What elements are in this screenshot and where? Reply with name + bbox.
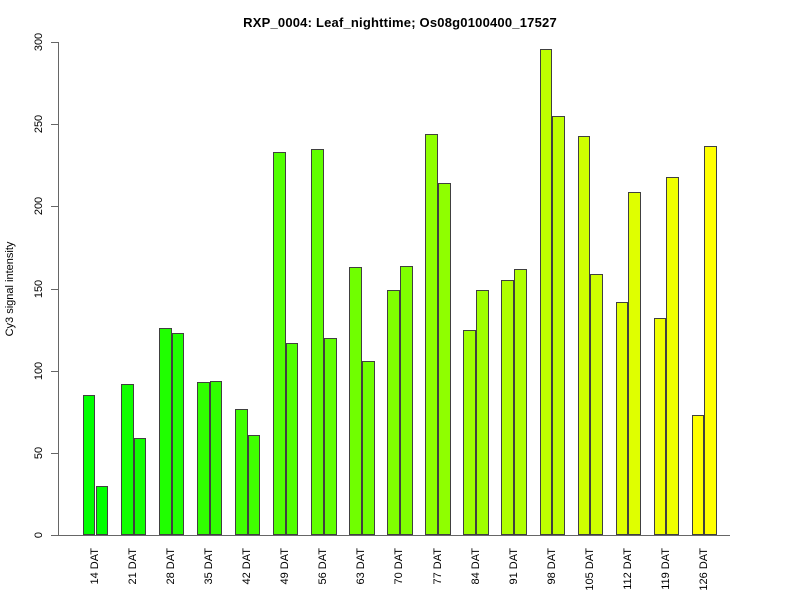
x-tick-label: 91 DAT — [507, 548, 520, 585]
y-axis-label: Cy3 signal intensity — [4, 241, 16, 336]
x-tick-label: 35 DAT — [203, 548, 216, 585]
x-tick-label: 77 DAT — [431, 548, 444, 585]
y-tick — [51, 288, 58, 290]
bar — [577, 135, 591, 535]
bar — [323, 337, 337, 535]
x-tick-label: 84 DAT — [469, 548, 482, 585]
bar — [628, 191, 642, 535]
x-tick-label: 21 DAT — [127, 548, 140, 585]
bar — [590, 273, 603, 535]
bar — [387, 290, 400, 535]
y-tick-label: 0 — [33, 531, 45, 539]
x-tick-label: 119 DAT — [659, 548, 672, 590]
bar — [158, 328, 172, 535]
x-tick-label: 14 DAT — [89, 548, 101, 585]
y-tick — [51, 124, 58, 126]
bar — [120, 383, 134, 535]
bar — [235, 408, 248, 535]
y-tick-label: 300 — [33, 33, 45, 52]
bar — [463, 329, 477, 535]
bar — [615, 301, 629, 535]
bar — [171, 332, 185, 535]
chart-title: RXP_0004: Leaf_nighttime; Os08g0100400_1… — [243, 15, 557, 30]
bar — [361, 360, 375, 535]
x-tick-label: 70 DAT — [393, 548, 406, 585]
x-tick-label: 112 DAT — [621, 548, 634, 590]
bar — [691, 415, 705, 535]
x-tick-label: 56 DAT — [317, 548, 330, 585]
bar — [196, 382, 210, 535]
x-tick-label: 98 DAT — [545, 548, 558, 585]
bar — [311, 148, 324, 535]
x-tick-label: 42 DAT — [241, 548, 254, 585]
y-tick-label: 250 — [33, 115, 45, 134]
y-tick — [51, 452, 58, 454]
bar — [552, 116, 565, 535]
bar — [501, 280, 515, 535]
bar — [209, 380, 223, 535]
y-tick-label: 50 — [33, 446, 45, 459]
bar — [425, 134, 439, 535]
bar — [349, 267, 362, 535]
y-tick-label: 200 — [33, 197, 45, 216]
bar — [514, 268, 527, 535]
x-tick-label: 105 DAT — [583, 548, 596, 591]
bar — [666, 176, 680, 535]
bar — [247, 434, 261, 535]
y-axis-line — [58, 42, 59, 535]
x-tick-label: 63 DAT — [355, 548, 368, 585]
y-tick — [51, 206, 58, 208]
x-tick-label: 49 DAT — [279, 548, 292, 585]
bar — [438, 183, 451, 535]
bar — [539, 48, 553, 535]
y-tick-label: 100 — [33, 361, 45, 380]
x-axis-line — [58, 535, 730, 536]
bar — [476, 290, 489, 535]
bar — [704, 145, 718, 535]
bar — [82, 395, 96, 535]
x-tick-label: 126 DAT — [697, 548, 710, 591]
bar — [653, 318, 667, 535]
bar — [399, 265, 413, 535]
bar — [95, 485, 109, 535]
y-tick — [51, 535, 58, 536]
bar — [285, 342, 299, 535]
x-tick-label: 28 DAT — [165, 548, 178, 585]
y-tick — [51, 370, 58, 372]
bar — [133, 438, 147, 535]
bar — [273, 152, 286, 535]
y-tick-label: 150 — [33, 279, 45, 298]
y-tick — [51, 42, 58, 44]
